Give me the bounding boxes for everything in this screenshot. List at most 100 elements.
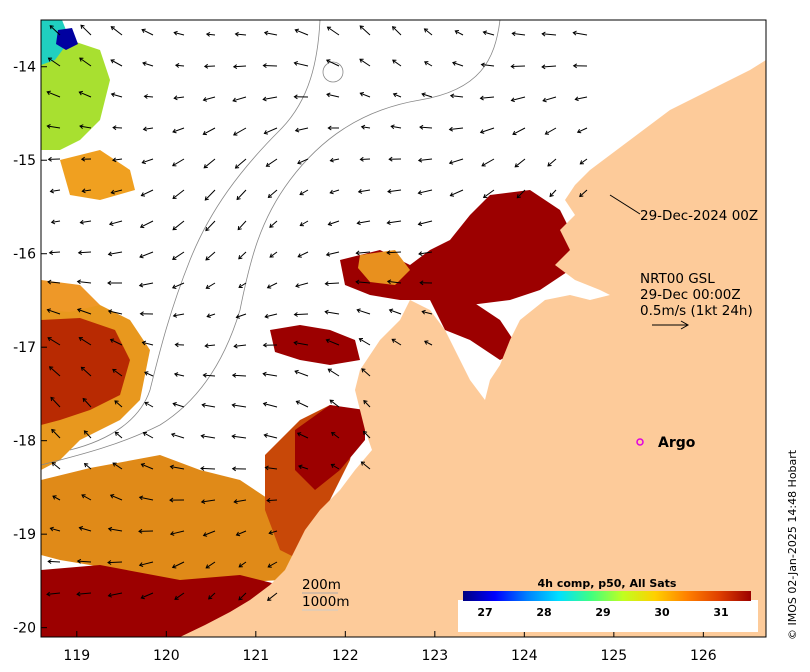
current-vector — [238, 592, 247, 601]
current-vector-head — [49, 526, 54, 532]
current-vector-head — [83, 463, 89, 468]
current-vector-head — [262, 342, 267, 348]
current-vector — [580, 158, 588, 165]
current-vector-head — [111, 157, 117, 163]
current-vector — [141, 463, 154, 470]
current-vector-head — [82, 397, 87, 403]
current-vector — [174, 96, 185, 99]
current-vector-head — [363, 399, 368, 405]
current-vector-head — [81, 494, 86, 499]
current-vector — [328, 220, 340, 226]
current-vector-head — [299, 191, 304, 196]
current-vector-head — [169, 464, 174, 470]
current-vector-head — [139, 223, 145, 229]
current-vector-head — [46, 591, 51, 597]
current-vector — [172, 220, 185, 231]
current-vector — [393, 93, 402, 98]
current-vector-head — [231, 434, 236, 439]
current-vector — [481, 158, 495, 167]
current-vector-head — [107, 309, 113, 314]
current-vector — [107, 561, 123, 564]
current-vector-head — [46, 308, 52, 313]
current-vector-head — [262, 371, 267, 377]
current-vector-head — [297, 253, 302, 258]
current-vector — [575, 96, 588, 100]
current-vector — [452, 62, 464, 67]
current-vector-head — [203, 164, 208, 169]
current-vector-head — [233, 131, 238, 136]
current-vector — [516, 189, 526, 199]
current-vector-head — [481, 162, 486, 167]
current-vector — [207, 313, 216, 318]
current-vector-head — [238, 563, 243, 568]
current-vector-head — [421, 309, 426, 315]
current-vector-head — [200, 466, 205, 471]
current-vector-head — [357, 189, 363, 194]
current-vector-head — [110, 59, 115, 64]
y-tick-label: -19 — [13, 527, 36, 543]
timestamp-pointer-line — [609, 194, 641, 215]
argo-marker-icon[interactable] — [636, 438, 644, 446]
current-vector — [51, 220, 61, 223]
scale-arrow-icon — [652, 320, 690, 330]
current-vector-head — [325, 338, 330, 344]
current-vector-head — [266, 284, 272, 289]
contour-1000m — [69, 20, 321, 451]
current-vector-head — [205, 284, 210, 289]
current-vector-head — [109, 338, 115, 343]
current-vector — [263, 96, 278, 100]
current-vector — [143, 127, 154, 130]
current-vector — [511, 96, 526, 101]
current-vector-head — [329, 189, 334, 195]
current-vector-head — [326, 26, 332, 31]
current-vector-head — [171, 564, 177, 569]
current-vector-head — [452, 61, 457, 66]
current-vector — [47, 309, 61, 315]
colorbar-tick-label: 30 — [654, 606, 670, 619]
current-vector — [84, 463, 92, 470]
y-tick-label: -16 — [13, 247, 36, 263]
current-vector-head — [238, 283, 243, 288]
colorbar-tick-label: 31 — [713, 606, 728, 619]
current-vector-head — [417, 190, 422, 195]
current-vector-head — [173, 95, 178, 101]
current-vector — [418, 158, 433, 161]
current-vector-head — [298, 464, 303, 470]
current-vector — [357, 309, 371, 315]
current-vector — [51, 429, 61, 439]
current-vector-head — [324, 309, 329, 315]
current-vector — [139, 561, 154, 566]
current-vector-head — [76, 279, 82, 285]
current-vector-head — [330, 463, 336, 469]
current-vector — [549, 189, 557, 197]
current-vector-head — [171, 284, 177, 289]
current-vector-head — [173, 372, 179, 377]
current-vector — [418, 251, 433, 255]
current-vector — [387, 280, 402, 284]
current-vector — [325, 311, 340, 315]
current-vector — [325, 282, 340, 285]
current-vector-head — [325, 59, 331, 64]
current-vector-head — [233, 343, 238, 349]
current-vector-head — [172, 402, 177, 407]
current-vector — [170, 530, 185, 535]
current-vector-head — [52, 495, 57, 500]
current-vector-head — [200, 433, 205, 439]
current-vector — [79, 91, 92, 98]
current-vector — [267, 499, 278, 502]
current-vector-head — [142, 126, 148, 132]
current-vector — [172, 251, 185, 260]
current-vector-head — [574, 96, 579, 102]
current-vector-head — [391, 338, 396, 343]
x-tick-label: 125 — [600, 648, 627, 664]
current-vector — [79, 57, 92, 67]
current-vector-head — [231, 372, 237, 378]
current-vector-head — [417, 157, 423, 163]
sst-patch-mid-coast-hot — [295, 405, 365, 490]
current-vector — [265, 467, 278, 470]
current-vector — [173, 403, 185, 408]
current-vector-head — [174, 342, 179, 348]
current-vector-head — [392, 59, 397, 64]
current-vector-head — [294, 127, 300, 133]
current-vector-head — [358, 338, 364, 343]
